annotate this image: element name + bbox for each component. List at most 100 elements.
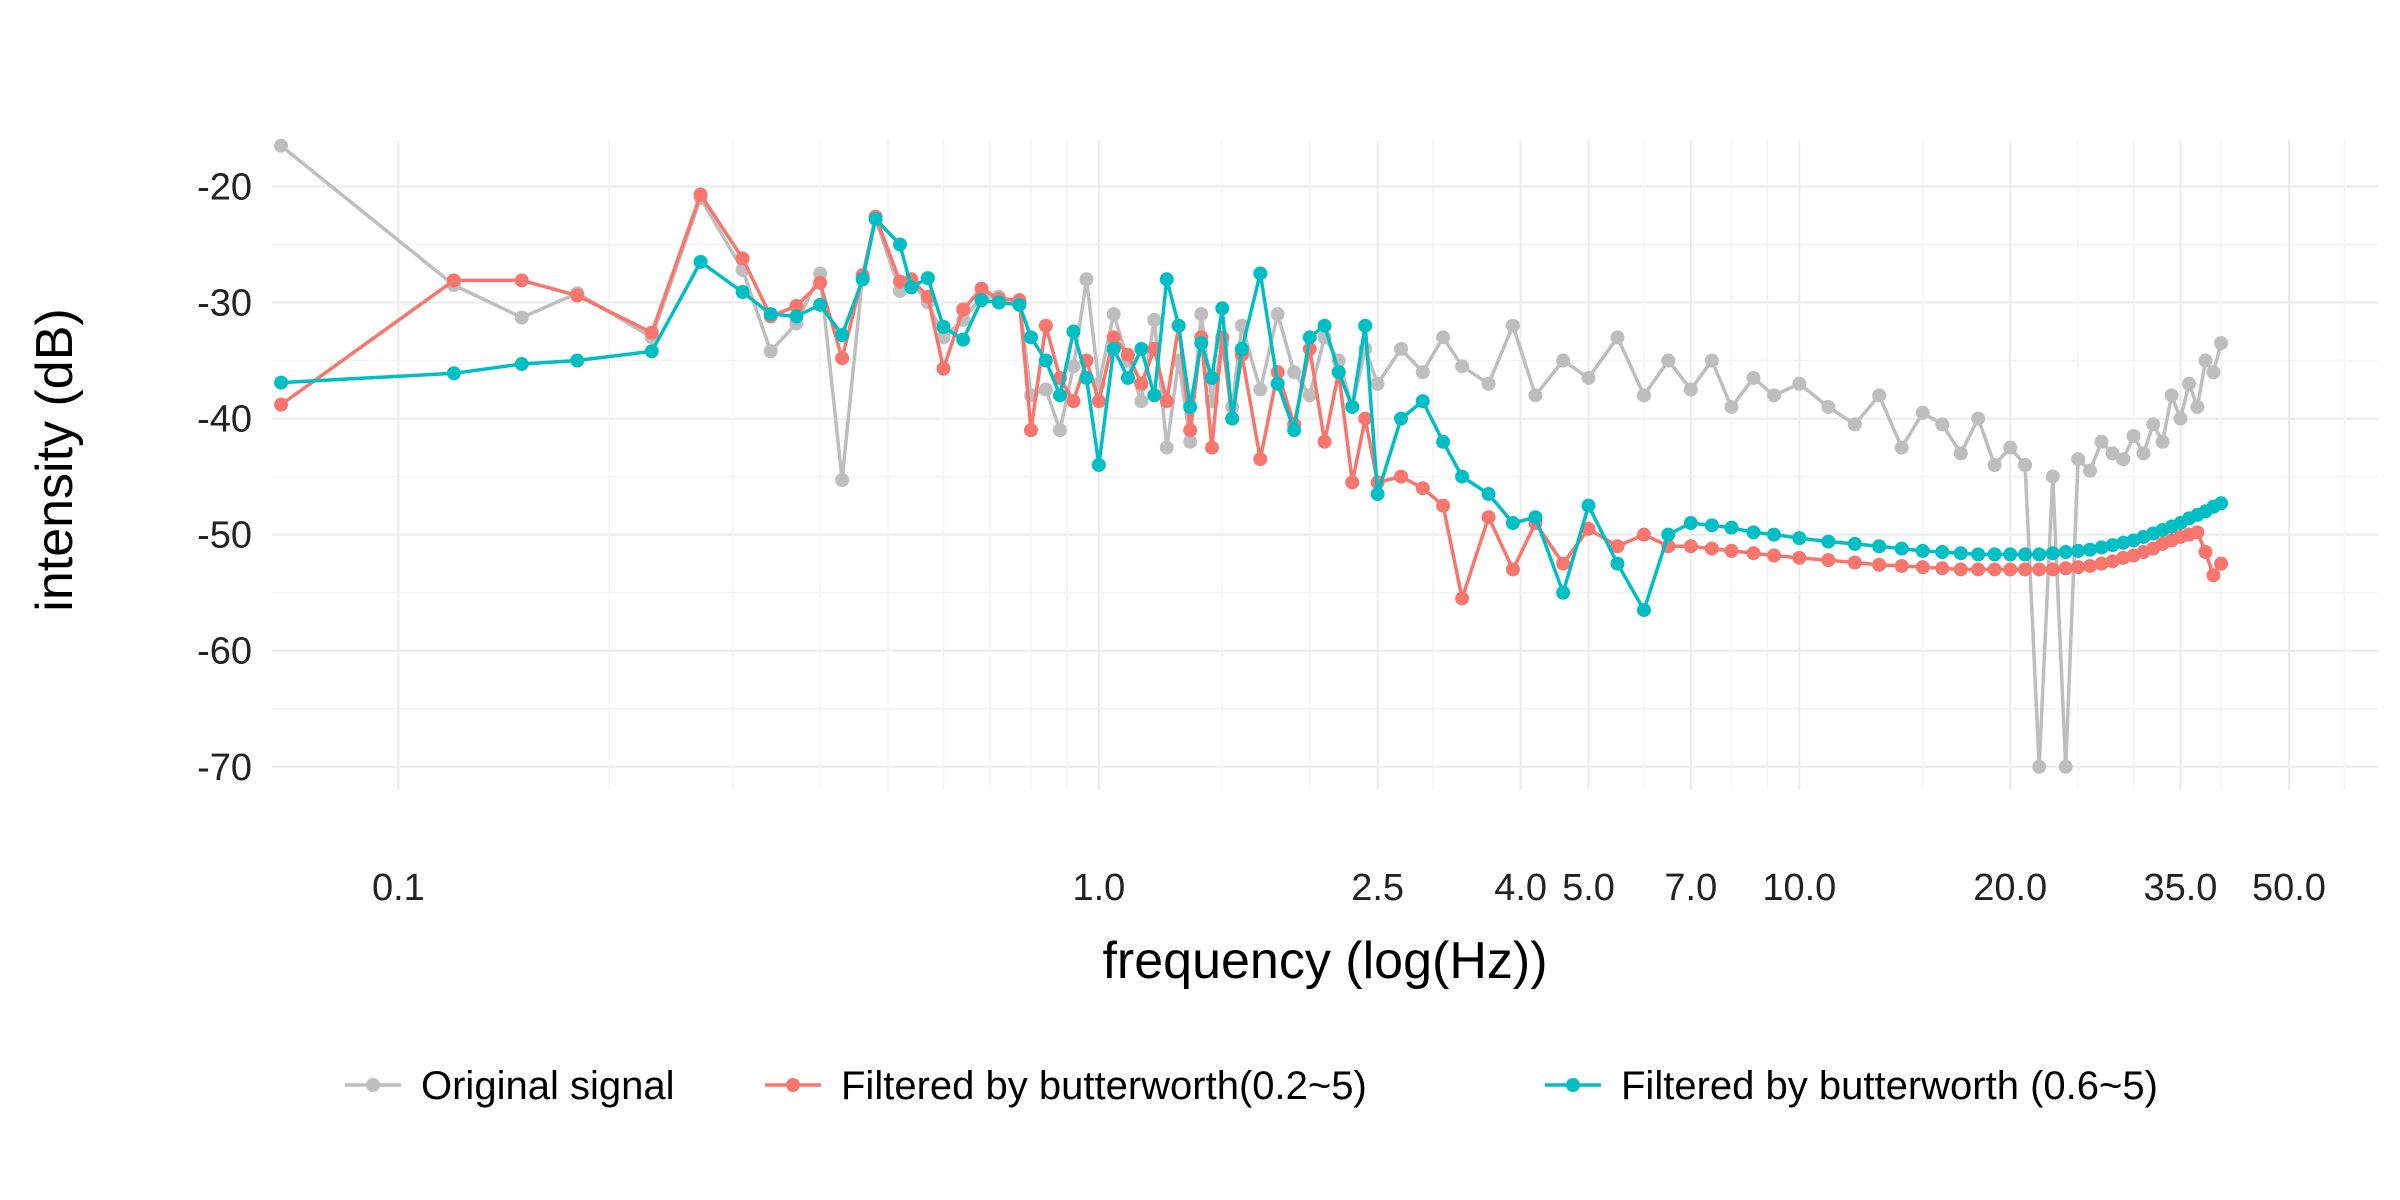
data-point (1724, 520, 1739, 535)
data-point (2094, 540, 2109, 555)
x-tick-label: 0.1 (372, 867, 425, 909)
data-point (1415, 365, 1430, 380)
data-point (1505, 562, 1520, 577)
data-point (1159, 394, 1174, 409)
data-point (1415, 481, 1430, 496)
data-point (1134, 341, 1149, 356)
data-point (1038, 382, 1053, 397)
data-point (1556, 353, 1571, 368)
data-point (1106, 330, 1121, 345)
data-point (835, 473, 850, 488)
x-tick-label: 2.5 (1351, 867, 1404, 909)
data-point (1317, 318, 1332, 333)
data-point (1683, 516, 1698, 531)
data-point (892, 237, 907, 252)
data-point (1159, 272, 1174, 287)
data-point (1872, 557, 1887, 572)
data-point (2173, 411, 2188, 426)
data-point (1935, 561, 1950, 576)
data-point (1953, 546, 1968, 561)
data-point (813, 297, 828, 312)
y-axis-tick-labels: -20 -30 -40 -50 -60 -70 (197, 166, 252, 788)
data-point (2136, 446, 2151, 461)
data-point (1091, 458, 1106, 472)
data-point (1120, 370, 1135, 385)
data-point (1194, 307, 1209, 322)
data-point (1270, 376, 1285, 391)
data-point (892, 274, 907, 289)
data-point (1953, 562, 1968, 577)
data-point (2105, 554, 2120, 569)
legend: Original signal Filtered by butterworth(0… (345, 1064, 2158, 1108)
data-point (1358, 411, 1373, 426)
data-point (2032, 547, 2047, 562)
data-point (514, 273, 529, 288)
data-point (1971, 562, 1986, 577)
data-point (1302, 388, 1317, 403)
data-point (570, 288, 585, 303)
data-point (1183, 434, 1198, 449)
data-point (2032, 562, 2047, 577)
data-point (1204, 440, 1219, 455)
data-point (1091, 394, 1106, 409)
data-point (2206, 365, 2221, 380)
x-axis-title: frequency (log(Hz)) (1102, 932, 1547, 990)
x-tick-label: 1.0 (1072, 867, 1125, 909)
data-point (1215, 301, 1230, 316)
data-point (1234, 341, 1249, 356)
data-point (1894, 541, 1909, 556)
y-tick-label: -20 (197, 166, 252, 208)
data-point (1724, 543, 1739, 558)
data-point (1661, 353, 1676, 368)
data-point (2116, 452, 2131, 467)
data-point (693, 254, 708, 269)
data-point (1636, 603, 1651, 618)
data-point (1661, 527, 1676, 542)
data-point (763, 307, 778, 322)
data-point (1766, 388, 1781, 403)
data-point (2198, 353, 2213, 368)
y-tick-label: -30 (197, 283, 252, 325)
y-tick-label: -50 (197, 515, 252, 557)
data-point (1792, 531, 1807, 546)
data-point (2058, 545, 2073, 560)
data-point (1038, 318, 1053, 333)
data-point (1915, 405, 1930, 420)
data-point (1052, 423, 1067, 438)
data-point (2083, 542, 2098, 557)
data-point (835, 351, 850, 366)
data-point (1253, 266, 1268, 281)
data-point (1287, 365, 1302, 380)
x-tick-label: 50.0 (2252, 867, 2326, 909)
data-point (2206, 568, 2221, 583)
data-point (1079, 370, 1094, 385)
data-point (446, 366, 461, 381)
data-point (2094, 556, 2109, 571)
data-point (855, 272, 870, 287)
data-point (974, 281, 989, 296)
data-point (2071, 543, 2086, 558)
data-point (1358, 318, 1373, 333)
y-tick-label: -40 (197, 399, 252, 441)
grid-lines (272, 140, 2378, 790)
data-point (1792, 376, 1807, 391)
data-point (1746, 546, 1761, 561)
data-point (1183, 423, 1198, 438)
data-point (274, 138, 289, 153)
data-point (1987, 458, 2002, 472)
data-point (1528, 510, 1543, 525)
data-point (1935, 417, 1950, 432)
data-point (1302, 330, 1317, 345)
data-point (2146, 417, 2161, 432)
data-point (1134, 394, 1149, 409)
data-point (1821, 553, 1836, 568)
legend-label: Filtered by butterworth (0.6~5) (1621, 1064, 2158, 1108)
data-point (1345, 399, 1360, 414)
x-tick-label: 35.0 (2143, 867, 2217, 909)
data-point (1556, 585, 1571, 600)
data-point (2105, 446, 2120, 461)
data-point (1821, 534, 1836, 549)
data-point (1159, 440, 1174, 455)
data-point (1253, 452, 1268, 467)
data-point (2003, 562, 2018, 577)
